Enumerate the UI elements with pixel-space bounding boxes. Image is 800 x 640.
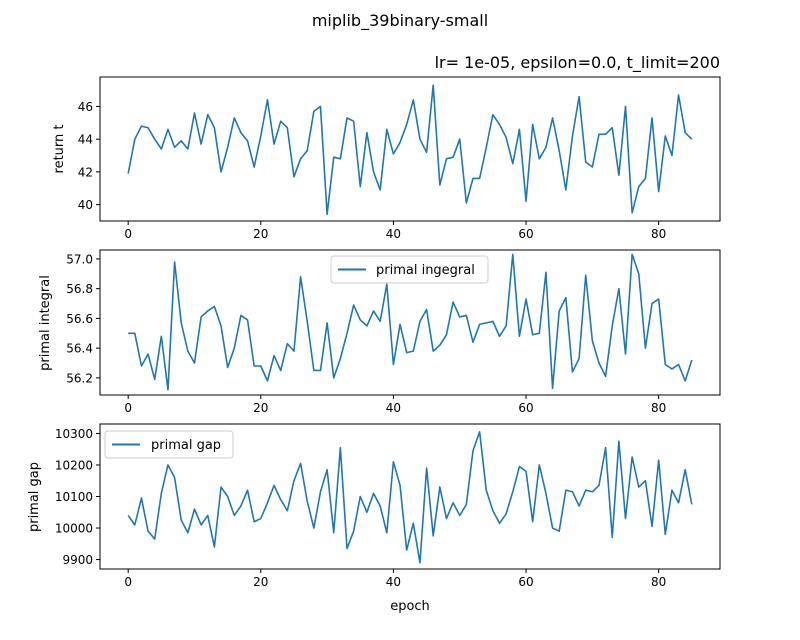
- x-tick-label: 60: [518, 401, 533, 415]
- legend-label: primal ingegral: [376, 263, 475, 278]
- x-tick-label: 0: [124, 401, 132, 415]
- subplot-primal-gap-frame: [99, 423, 721, 570]
- x-tick-label: 20: [253, 227, 268, 241]
- x-tick-label: 80: [651, 227, 666, 241]
- x-tick-label: 40: [386, 401, 401, 415]
- series-line: [127, 84, 693, 216]
- legend-box: [330, 255, 489, 284]
- subplot-primal-gap-plot: [127, 431, 693, 564]
- x-tick-label: 20: [253, 401, 268, 415]
- y-tick-label: 10100: [55, 490, 93, 504]
- y-tick-label: 10300: [55, 427, 93, 441]
- subplot-primal-gap-ylabel: primal gap: [27, 462, 42, 532]
- subplot-return-title: lr= 1e-05, epsilon=0.0, t_limit=200: [435, 53, 720, 73]
- x-tick-label: 0: [124, 575, 132, 589]
- subplot-return-grid: 0 20 40 60 80 40 42 44 46: [78, 100, 667, 241]
- y-tick-label: 10200: [55, 458, 93, 472]
- subplot-primal-gap-legend: primal gap: [104, 430, 234, 459]
- x-tick-label: 60: [518, 227, 533, 241]
- series-line: [127, 431, 693, 564]
- subplot-primal-gap-grid: 0 20 40 60 80 9900 10000 10100 10200 10300: [55, 427, 666, 589]
- subplot-return-ylabel: return t: [52, 125, 67, 174]
- y-tick-label: 56.8: [66, 282, 93, 296]
- series-line: [128, 253, 693, 391]
- legend-label: primal gap: [151, 438, 221, 453]
- subplot-primal-integral: primal integral 0 20 40 60 80 56.2 56.4 56.6 56.…: [38, 249, 721, 415]
- subplot-return-frame: [99, 76, 721, 222]
- x-tick-label: 0: [124, 227, 132, 241]
- y-tick-label: 57.0: [66, 252, 93, 266]
- y-tick-label: 56.4: [66, 342, 93, 356]
- y-tick-label: 10000: [55, 522, 93, 536]
- y-tick-label: 46: [78, 100, 93, 114]
- subplot-return: lr= 1e-05, epsilon=0.0, t_limit=200 retu…: [52, 53, 721, 241]
- x-tick-label: 80: [651, 575, 666, 589]
- y-tick-label: 40: [78, 198, 93, 212]
- y-tick-label: 56.2: [66, 371, 93, 385]
- subplot-primal-integral-ylabel: primal integral: [38, 275, 53, 371]
- figure-xlabel: epoch: [390, 599, 430, 614]
- x-tick-label: 40: [386, 575, 401, 589]
- x-tick-label: 40: [386, 227, 401, 241]
- y-tick-label: 44: [78, 133, 93, 147]
- y-tick-label: 42: [78, 165, 93, 179]
- subplot-primal-integral-frame: [99, 249, 721, 396]
- subplot-return-plot: [127, 84, 693, 216]
- subplot-primal-integral-legend: primal ingegral: [330, 255, 489, 284]
- subplot-primal-integral-grid: 0 20 40 60 80 56.2 56.4 56.6 56.8 57.0: [66, 252, 666, 415]
- legend-box: [104, 430, 234, 459]
- y-tick-label: 9900: [62, 553, 93, 567]
- x-tick-label: 80: [651, 401, 666, 415]
- x-tick-label: 20: [253, 575, 268, 589]
- y-tick-label: 56.6: [66, 312, 93, 326]
- subplot-primal-gap: primal gap 0 20 40 60 80 9900 10000 10100 10200 1…: [27, 423, 721, 589]
- x-tick-label: 60: [518, 575, 533, 589]
- subplot-primal-integral-plot: [128, 253, 693, 391]
- figure-suptitle: miplib_39binary-small: [312, 11, 488, 31]
